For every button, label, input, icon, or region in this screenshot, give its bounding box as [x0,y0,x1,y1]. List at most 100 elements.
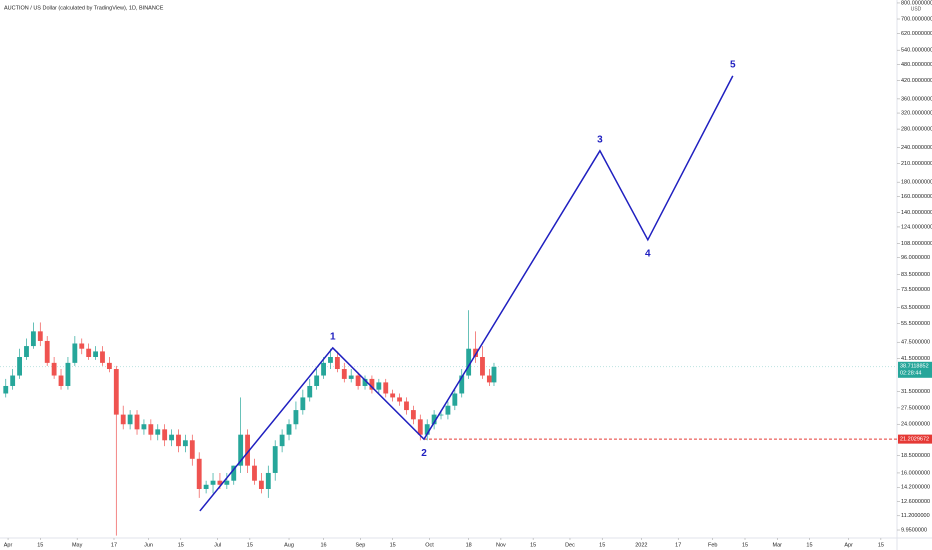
x-tick-label: Nov [496,542,506,548]
candle-body [72,343,78,363]
candle-body [86,348,92,358]
candle-body [10,375,16,386]
currency-label: USD [911,6,922,12]
candle-body [245,434,250,466]
candle-body [452,393,458,406]
chart-title: AUCTION / US Dollar (calculated by Tradi… [4,5,164,11]
candle-body [155,429,161,435]
candle-body [3,385,9,394]
candle-body [37,331,43,341]
candle-body [224,480,230,485]
candle-body [279,434,285,447]
wave-line [199,75,734,512]
y-tick-label: 160.0000000 [901,194,932,200]
candle-body [491,366,497,383]
y-tick-label: 240.0000000 [901,145,932,151]
candle-body [24,346,29,358]
candle-body [410,410,416,420]
wave-label: 4 [645,248,651,259]
candle-body [341,369,347,379]
candle-body [196,458,202,489]
candle-body [314,375,320,386]
last-price-tag [898,361,932,378]
y-tick-label: 140.0000000 [901,210,932,216]
candle-body [162,429,168,441]
y-tick-label: 12.6000000 [901,499,930,505]
x-tick-label: Jul [214,542,221,548]
y-tick-label: 280.0000000 [901,127,932,133]
x-tick-label: Oct [425,542,434,548]
y-tick-label: 63.5000000 [901,305,930,311]
y-tick-label: 480.0000000 [901,62,932,68]
candle-body [217,480,223,485]
candle-body [58,375,64,386]
y-tick-label: 210.0000000 [901,161,932,167]
x-tick-label: Aug [284,542,294,548]
candle-body [203,484,209,489]
candle-body [258,480,264,489]
candle-body [272,446,278,473]
support-tag [898,434,932,444]
x-tick-label: 15 [390,542,396,548]
y-tick-label: 9.9500000 [901,527,927,533]
x-tick-label: Dec [565,542,575,548]
x-tick-label: 15 [878,542,884,548]
y-tick-label: 83.5000000 [901,272,930,278]
candle-body [238,434,244,466]
candle-body [100,351,105,363]
candle-body [106,362,112,370]
candle-body [362,378,368,386]
x-tick-label: Apr [4,542,13,548]
wave-label: 5 [730,60,736,71]
candle-body [445,405,451,415]
y-tick-label: 96.0000000 [901,255,930,261]
y-tick-label: 180.0000000 [901,180,932,186]
y-tick-label: 124.0000000 [901,224,932,230]
candle-body [210,480,216,485]
y-tick-label: 55.5000000 [901,321,930,327]
candle-body [424,424,430,435]
candle-body [293,410,299,425]
candle-body [252,465,257,481]
candle-body [355,375,361,386]
x-tick-label: 2022 [635,542,647,548]
x-tick-label: 15 [742,542,748,548]
support-label: 21.2029672 [900,437,929,443]
x-tick-label: May [72,542,83,548]
candle-body [328,357,333,363]
candle-body [480,357,485,376]
candle-body [431,414,437,425]
x-tick-label: 15 [178,542,184,548]
wave-label: 3 [597,134,603,145]
candle-body [369,378,375,390]
candle-body [189,440,195,459]
x-tick-label: 16 [321,542,327,548]
y-tick-label: 108.0000000 [901,241,932,247]
y-tick-label: 620.0000000 [901,31,932,37]
candle-body [348,375,354,379]
candle-body [17,357,22,376]
candle-body [265,472,271,489]
x-tick-label: Sep [356,542,366,548]
y-tick-label: 73.5000000 [901,287,930,293]
candle-body [30,331,36,347]
candle-body [466,348,472,376]
y-tick-label: 11.2000000 [901,513,930,519]
candle-body [141,424,147,430]
candle-body [376,382,382,390]
candle-body [321,362,326,376]
candle-body [169,434,174,441]
x-tick-label: 17 [111,542,117,548]
x-tick-label: Jun [144,542,153,548]
candle-body [113,369,119,415]
candle-body [459,375,465,394]
countdown-label: 02:28:44 [900,370,921,376]
y-tick-label: 47.5000000 [901,340,930,346]
candle-body [473,348,478,358]
candle-body [120,414,126,425]
candle-body [397,397,402,402]
candle-body [383,382,389,394]
x-tick-label: Mar [773,542,783,548]
candle-body [486,375,492,383]
candle-body [148,424,154,435]
